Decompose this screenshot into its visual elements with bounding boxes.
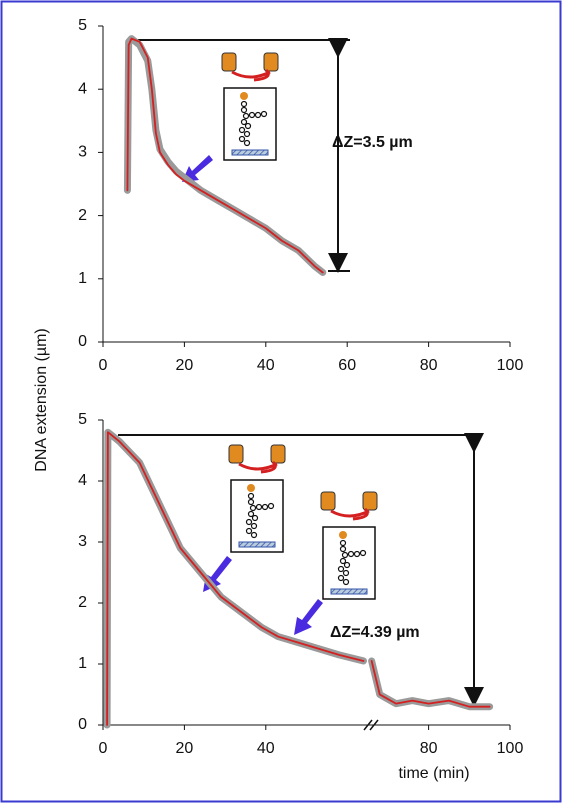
annotation: ΔZ=4.39 µm xyxy=(330,624,420,641)
y-tick-label: 4 xyxy=(78,472,87,489)
delta-z-markers xyxy=(118,38,492,707)
y-tick-label: 0 xyxy=(78,716,87,733)
y-tick-label: 2 xyxy=(78,594,87,611)
y-tick-label: 2 xyxy=(78,207,87,224)
y-tick-label: 1 xyxy=(78,270,87,287)
smoothed-trace xyxy=(106,431,491,726)
y-tick-label: 5 xyxy=(78,17,87,34)
annotation: ΔZ=3.5 µm xyxy=(332,134,413,151)
x-tick-label: 0 xyxy=(99,357,108,374)
x-axis-label: time (min) xyxy=(398,765,469,782)
x-tick-label: 80 xyxy=(420,357,438,374)
x-tick-label: 100 xyxy=(497,740,524,757)
x-tick-label: 80 xyxy=(420,740,438,757)
x-tick-label: 60 xyxy=(338,357,356,374)
y-tick-label: 3 xyxy=(78,533,87,550)
y-axis-label: DNA extension (µm) xyxy=(33,328,50,471)
x-tick-label: 0 xyxy=(99,740,108,757)
y-tick-label: 4 xyxy=(78,80,87,97)
x-tick-label: 20 xyxy=(176,357,194,374)
x-tick-label: 40 xyxy=(257,357,275,374)
y-tick-label: 1 xyxy=(78,655,87,672)
y-tick-label: 0 xyxy=(78,333,87,350)
x-tick-label: 20 xyxy=(176,740,194,757)
smoothed-trace xyxy=(126,37,324,274)
y-tick-label: 3 xyxy=(78,144,87,161)
y-tick-label: 5 xyxy=(78,411,87,428)
x-tick-label: 100 xyxy=(497,357,524,374)
x-tick-label: 40 xyxy=(257,740,275,757)
